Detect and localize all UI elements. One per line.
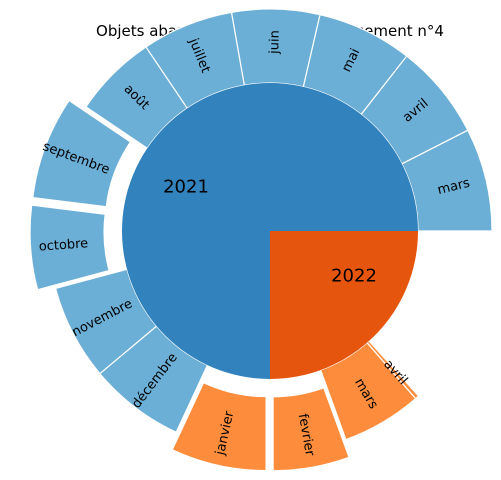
inner-label-2022: 2022 bbox=[331, 266, 377, 287]
outer-label-2021-juin: juin bbox=[267, 30, 283, 55]
outer-wedge-2022-janvier bbox=[171, 381, 267, 472]
outer-label-2021-mars: mars bbox=[436, 176, 472, 198]
outer-label-2022-fevrier: fevrier bbox=[295, 413, 317, 458]
inner-label-2021: 2021 bbox=[163, 177, 209, 198]
outer-wedge-2022-fevrier bbox=[272, 387, 350, 472]
outer-label-2021-octobre: octobre bbox=[38, 236, 88, 254]
inner-wedge-2022 bbox=[270, 231, 418, 379]
outer-wedge-2021-octobre bbox=[29, 204, 110, 291]
outer-wedge-2021-septembre bbox=[32, 99, 132, 208]
